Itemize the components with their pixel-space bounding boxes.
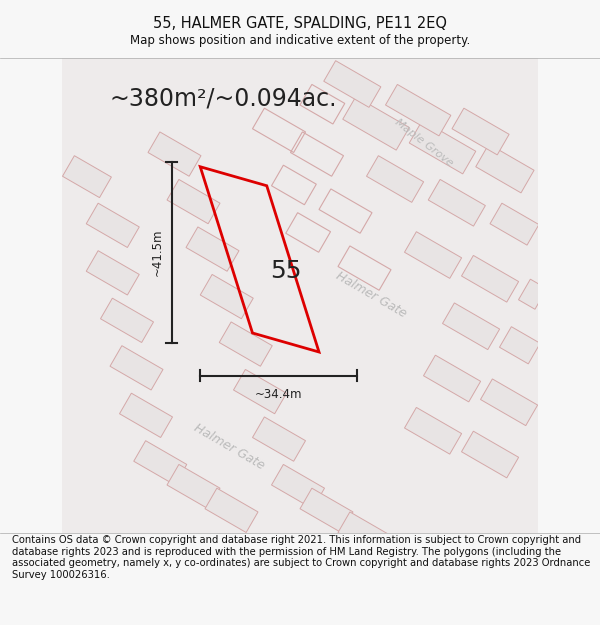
Polygon shape <box>205 488 258 532</box>
Polygon shape <box>186 227 239 271</box>
Polygon shape <box>490 203 539 245</box>
Polygon shape <box>271 464 325 509</box>
Text: 55, HALMER GATE, SPALDING, PE11 2EQ: 55, HALMER GATE, SPALDING, PE11 2EQ <box>153 16 447 31</box>
Polygon shape <box>148 132 201 176</box>
Polygon shape <box>367 156 424 202</box>
Polygon shape <box>86 203 139 248</box>
Text: Map shows position and indicative extent of the property.: Map shows position and indicative extent… <box>130 34 470 47</box>
Text: Contains OS data © Crown copyright and database right 2021. This information is : Contains OS data © Crown copyright and d… <box>12 535 590 580</box>
Polygon shape <box>499 327 540 364</box>
Polygon shape <box>233 369 287 414</box>
Text: 55: 55 <box>270 259 302 283</box>
Polygon shape <box>219 322 272 366</box>
Polygon shape <box>409 121 476 174</box>
Polygon shape <box>343 97 409 150</box>
Polygon shape <box>167 179 220 224</box>
Polygon shape <box>200 274 253 319</box>
Polygon shape <box>461 431 518 478</box>
Polygon shape <box>167 464 220 509</box>
Polygon shape <box>110 346 163 390</box>
Polygon shape <box>476 144 534 193</box>
Text: ~41.5m: ~41.5m <box>151 229 164 276</box>
Polygon shape <box>119 393 173 438</box>
Text: Halmer Gate: Halmer Gate <box>334 269 409 321</box>
Polygon shape <box>134 441 187 485</box>
Text: Halmer Gate: Halmer Gate <box>191 421 266 472</box>
Polygon shape <box>461 256 518 302</box>
Text: ~34.4m: ~34.4m <box>255 388 302 401</box>
Polygon shape <box>62 156 112 198</box>
Polygon shape <box>253 417 305 461</box>
Polygon shape <box>86 251 139 295</box>
Text: ~380m²/~0.094ac.: ~380m²/~0.094ac. <box>110 86 337 110</box>
Polygon shape <box>100 298 154 343</box>
Polygon shape <box>324 61 381 108</box>
Polygon shape <box>338 512 391 556</box>
Polygon shape <box>404 232 461 278</box>
Polygon shape <box>300 488 353 532</box>
Polygon shape <box>481 379 538 426</box>
Polygon shape <box>443 303 500 349</box>
Polygon shape <box>452 108 509 155</box>
Polygon shape <box>518 279 547 309</box>
Text: Maple Grove: Maple Grove <box>392 118 454 169</box>
Polygon shape <box>428 179 485 226</box>
Polygon shape <box>404 408 461 454</box>
Polygon shape <box>424 355 481 402</box>
Polygon shape <box>386 84 451 136</box>
